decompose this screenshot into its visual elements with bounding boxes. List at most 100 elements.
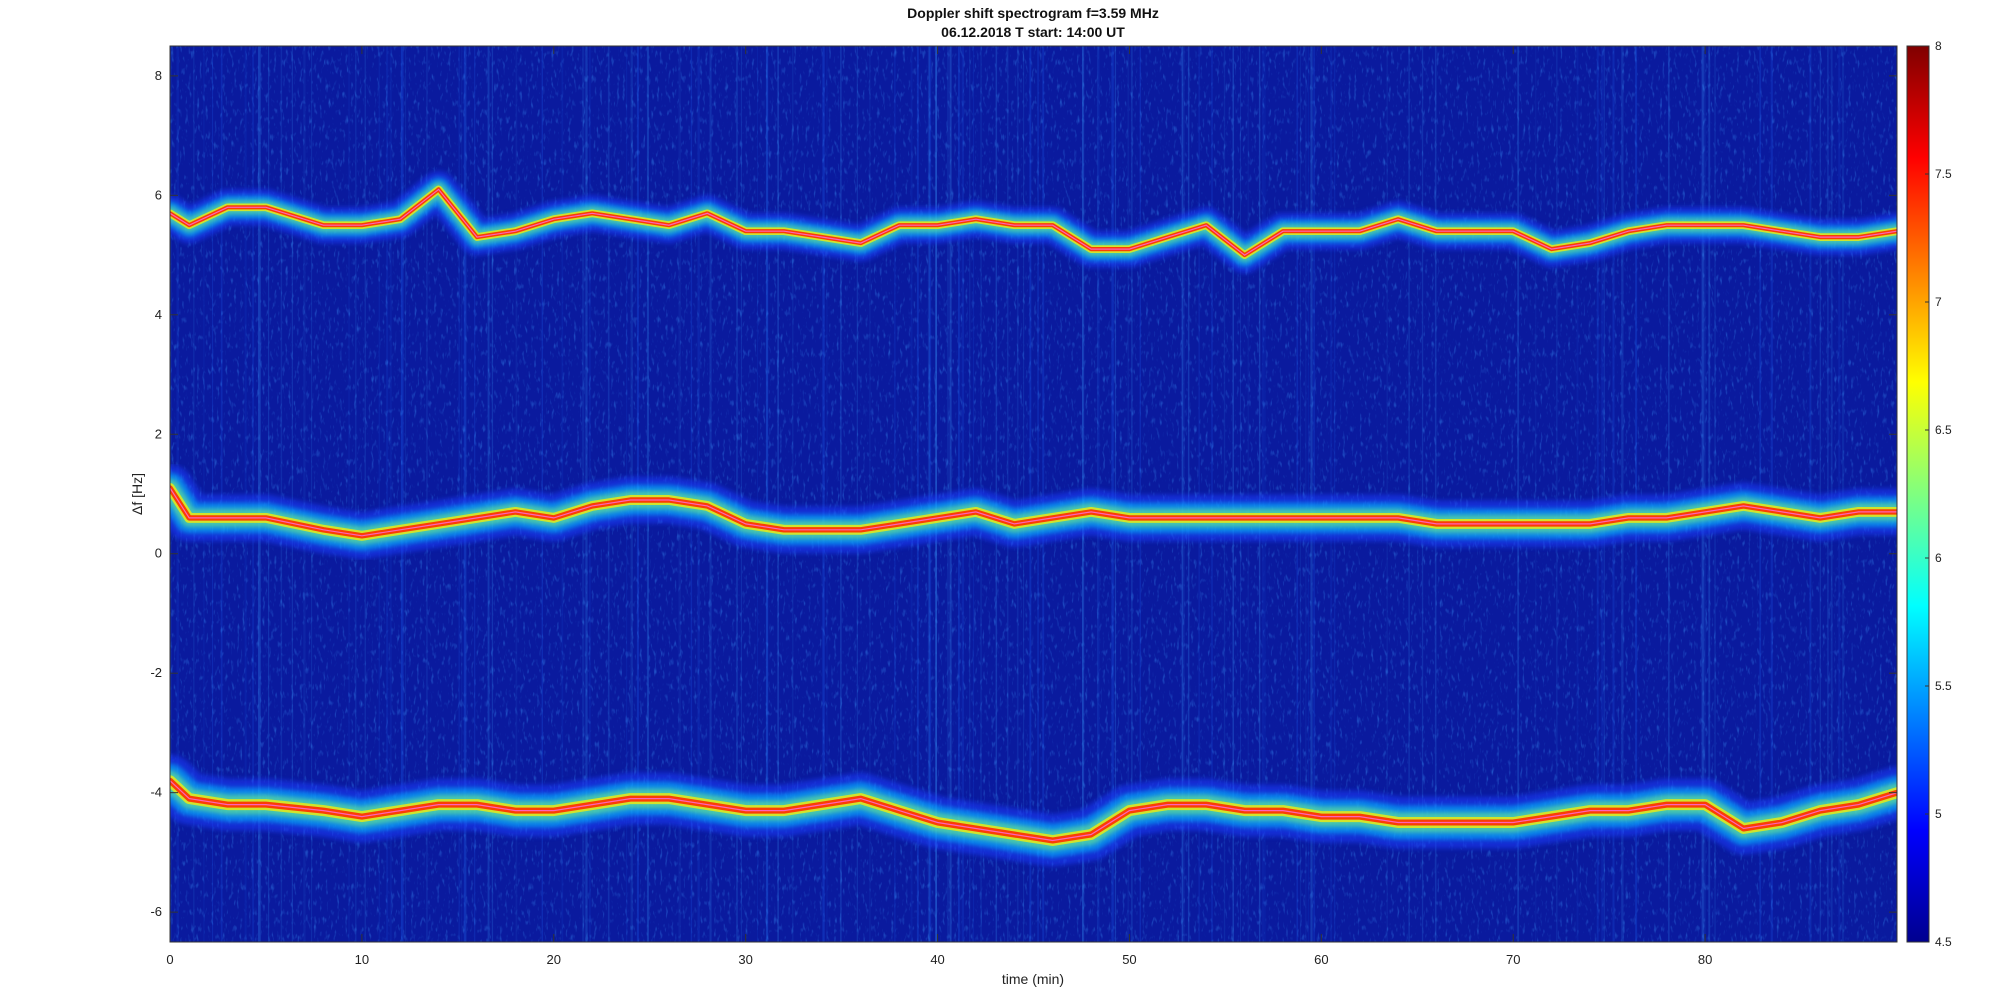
- plot-frame: [169, 45, 1898, 943]
- noise-stripe: [426, 46, 428, 942]
- colorbar-tick-label: 4.5: [1935, 935, 1952, 949]
- noise-stripe: [869, 46, 871, 942]
- noise-stripe: [1576, 46, 1579, 942]
- band-series-2: [170, 464, 1897, 560]
- noise-stripe: [916, 46, 919, 942]
- noise-stripe: [766, 46, 769, 942]
- noise-stripe: [1305, 46, 1307, 942]
- colorbar-gradient: [1906, 45, 1930, 943]
- x-tick-label: 10: [355, 952, 369, 967]
- noise-stripe: [935, 46, 937, 942]
- colorbar-tick-label: 5.5: [1935, 679, 1952, 693]
- noise-stripe: [404, 46, 407, 942]
- noise-stripe: [303, 46, 306, 942]
- noise-stripe: [389, 46, 392, 942]
- x-axis-ticks: 0 10 20 30 40 50 60 70 80: [166, 46, 1712, 967]
- noise-stripe: [1408, 46, 1410, 942]
- noise-stripe: [910, 46, 913, 942]
- noise-stripe: [826, 46, 828, 942]
- x-tick-label: 80: [1698, 952, 1712, 967]
- noise-stripe: [364, 46, 366, 942]
- x-tick-label: 40: [930, 952, 944, 967]
- noise-stripe: [929, 46, 931, 942]
- colorbar-tick-label: 5: [1935, 807, 1942, 821]
- band-series-1: [170, 171, 1897, 274]
- noise-stripe: [464, 46, 467, 942]
- noise-stripe: [1131, 46, 1133, 942]
- trace-line: [170, 487, 1897, 537]
- noise-stripe: [1612, 46, 1615, 942]
- band-series-3: [170, 754, 1897, 867]
- noise-stripe: [792, 46, 794, 942]
- noise-stripe: [1517, 46, 1520, 942]
- x-tick-label: 20: [547, 952, 561, 967]
- noise-stripe: [1232, 46, 1234, 942]
- noise-stripe: [1223, 46, 1226, 942]
- noise-stripe: [291, 46, 293, 942]
- noise-stripe: [378, 46, 381, 942]
- x-tick-label: 50: [1122, 952, 1136, 967]
- noise-stripe: [1023, 46, 1025, 942]
- y-axis-ticks: -6 -4 -2 0 2 4 6 8: [150, 68, 1897, 919]
- y-tick-label: 6: [155, 187, 162, 202]
- noise-stripe: [220, 46, 223, 942]
- noise-stripe: [1211, 46, 1213, 942]
- colorbar-ticks: 4.5 5 5.5 6 6.5 7 7.5 8: [1925, 39, 1952, 949]
- y-tick-label: -2: [150, 665, 162, 680]
- noise-stripe: [386, 46, 389, 942]
- x-axis-label: time (min): [1002, 971, 1064, 987]
- noise-stripe: [740, 46, 742, 942]
- noise-stripe: [1310, 46, 1313, 942]
- noise-stripe: [1264, 46, 1266, 942]
- noise-stripe: [355, 46, 357, 942]
- noise-stripe: [1247, 46, 1249, 942]
- noise-stripe: [1535, 46, 1537, 942]
- noise-stripe: [463, 46, 466, 942]
- noise-stripe: [1182, 46, 1185, 942]
- colorbar-tick-label: 7: [1935, 295, 1942, 309]
- noise-stripe: [268, 46, 270, 942]
- noise-stripe: [244, 46, 247, 942]
- noise-stripe: [1307, 46, 1309, 942]
- noise-stripe: [1029, 46, 1032, 942]
- noise-stripe: [1386, 46, 1388, 942]
- noise-stripe: [258, 46, 260, 942]
- noise-stripe: [212, 46, 214, 942]
- x-tick-label: 60: [1314, 952, 1328, 967]
- noise-stripe: [401, 46, 404, 942]
- x-tick-label: 0: [166, 952, 173, 967]
- trace-line: [170, 780, 1897, 842]
- colorbar-tick-label: 7.5: [1935, 167, 1952, 181]
- y-tick-label: 0: [155, 546, 162, 561]
- noise-stripe: [856, 46, 858, 942]
- noise-stripe: [1262, 46, 1264, 942]
- colorbar: 4.5 5 5.5 6 6.5 7 7.5 8: [1906, 39, 1952, 949]
- noise-stripe: [1313, 46, 1315, 942]
- noise-stripe: [252, 46, 254, 942]
- y-tick-label: 8: [155, 68, 162, 83]
- plot-area: [169, 45, 1898, 943]
- noise-stripe: [1258, 46, 1261, 942]
- noise-stripe: [1635, 46, 1638, 942]
- noise-stripe: [1296, 46, 1298, 942]
- noise-stripe: [1139, 46, 1141, 942]
- noise-stripe: [280, 46, 283, 942]
- noise-stripe: [1007, 46, 1009, 942]
- chart-title: Doppler shift spectrogram f=3.59 MHz: [907, 5, 1159, 21]
- colorbar-tick-label: 8: [1935, 39, 1942, 53]
- colorbar-tick-label: 6: [1935, 551, 1942, 565]
- noise-stripe: [474, 46, 476, 942]
- noise-stripe: [461, 46, 463, 942]
- noise-stripe: [400, 46, 402, 942]
- chart-subtitle: 06.12.2018 T start: 14:00 UT: [941, 24, 1125, 40]
- noise-stripe: [1187, 46, 1190, 942]
- noise-stripe: [1621, 46, 1624, 942]
- noise-stripe: [259, 46, 261, 942]
- noise-stripe: [1042, 46, 1045, 942]
- x-tick-label: 30: [738, 952, 752, 967]
- noise-stripe: [765, 46, 768, 942]
- trace-line: [170, 188, 1897, 256]
- noise-stripe: [1300, 46, 1301, 942]
- noise-stripe: [1334, 46, 1336, 942]
